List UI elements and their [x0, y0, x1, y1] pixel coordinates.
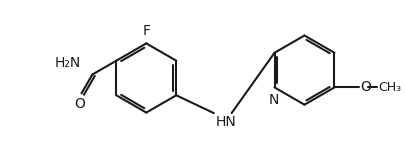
Text: O: O — [360, 80, 371, 94]
Text: N: N — [269, 93, 279, 107]
Text: O: O — [74, 97, 85, 111]
Text: CH₃: CH₃ — [378, 81, 401, 94]
Text: H₂N: H₂N — [54, 56, 81, 70]
Text: HN: HN — [216, 115, 237, 129]
Text: F: F — [142, 24, 150, 38]
